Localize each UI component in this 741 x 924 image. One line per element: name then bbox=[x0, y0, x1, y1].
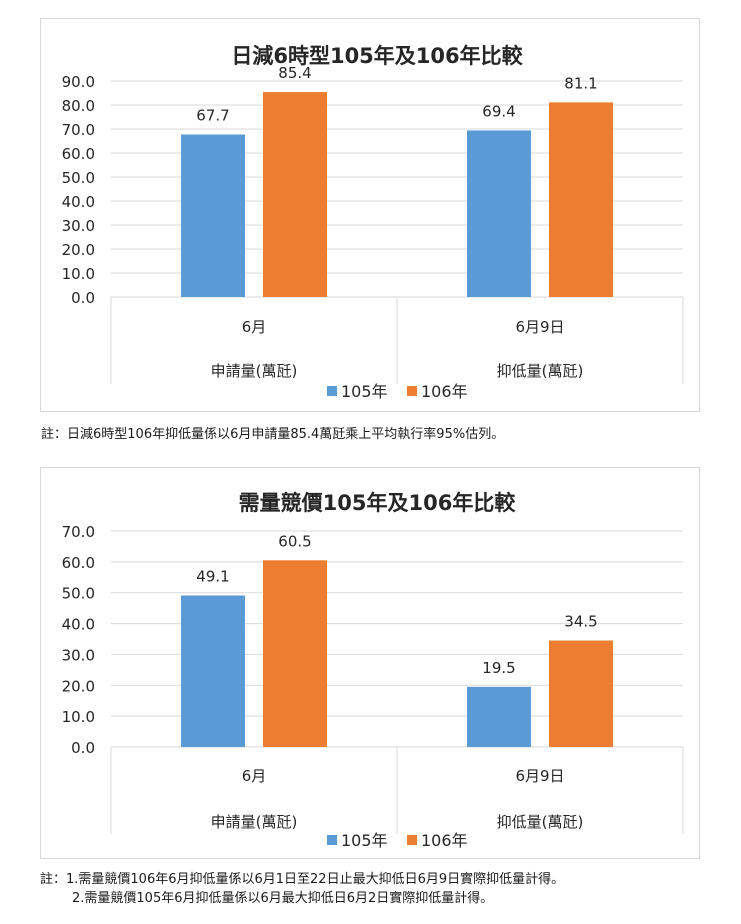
data-label: 67.7 bbox=[196, 107, 229, 125]
legend-label: 105年 bbox=[341, 382, 388, 401]
chart-2-footnote-line-2: 2.需量競價105年6月抑低量係以6月最大抑低日6月2日實際抑低量計得。 bbox=[72, 891, 494, 906]
group-label: 抑低量(萬瓩) bbox=[497, 362, 584, 380]
y-tick-label: 0.0 bbox=[71, 739, 95, 757]
y-tick-label: 70.0 bbox=[62, 121, 95, 139]
y-tick-label: 70.0 bbox=[62, 523, 95, 541]
group-label: 申請量(萬瓩) bbox=[211, 362, 298, 380]
category-label: 6月9日 bbox=[515, 767, 564, 785]
chart-demand-bidding: 需量競價105年及106年比較 0.0 10.0 20.0 30.0 40.0 50.0 60… bbox=[40, 467, 700, 859]
y-tick-label: 20.0 bbox=[62, 241, 95, 259]
bar-106-1 bbox=[549, 102, 613, 297]
legend-swatch-106 bbox=[407, 835, 417, 845]
data-label: 81.1 bbox=[564, 74, 597, 92]
group-label: 抑低量(萬瓩) bbox=[497, 813, 584, 831]
data-label: 49.1 bbox=[196, 567, 229, 585]
y-tick-label: 30.0 bbox=[62, 217, 95, 235]
category-label: 6月 bbox=[242, 767, 267, 785]
legend-swatch-105 bbox=[327, 386, 337, 396]
bar-106-1 bbox=[549, 640, 613, 747]
data-label: 85.4 bbox=[278, 64, 311, 82]
data-label: 34.5 bbox=[564, 613, 597, 631]
data-label: 19.5 bbox=[482, 659, 515, 677]
bar-105-0 bbox=[181, 595, 245, 747]
y-tick-label: 10.0 bbox=[62, 708, 95, 726]
legend-label: 105年 bbox=[341, 831, 388, 850]
y-tick-label: 20.0 bbox=[62, 677, 95, 695]
y-tick-label: 60.0 bbox=[62, 554, 95, 572]
y-tick-label: 50.0 bbox=[62, 169, 95, 187]
y-tick-label: 10.0 bbox=[62, 265, 95, 283]
chart-title: 日減6時型105年及106年比較 bbox=[231, 44, 523, 68]
chart-daily-reduction: 日減6時型105年及106年比較 0.0 10.0 20.0 30.0 40.0 50.0 6… bbox=[40, 18, 700, 412]
data-label: 60.5 bbox=[278, 532, 311, 550]
y-tick-label: 80.0 bbox=[62, 97, 95, 115]
chart-title: 需量競價105年及106年比較 bbox=[239, 491, 517, 515]
legend-label: 106年 bbox=[421, 382, 468, 401]
legend-label: 106年 bbox=[421, 831, 468, 850]
bar-106-0 bbox=[263, 560, 327, 747]
legend-swatch-106 bbox=[407, 386, 417, 396]
y-tick-label: 40.0 bbox=[62, 193, 95, 211]
y-tick-label: 90.0 bbox=[62, 73, 95, 91]
chart-1-footnote: 註：日減6時型106年抑低量係以6月申請量85.4萬瓩乘上平均執行率95%估列。 bbox=[41, 427, 505, 442]
category-label: 6月9日 bbox=[515, 318, 564, 336]
chart-2-footnote-line-1: 註：1.需量競價106年6月抑低量係以6月1日至22日止最大抑低日6月9日實際抑… bbox=[40, 872, 565, 887]
category-label: 6月 bbox=[242, 318, 267, 336]
bar-105-0 bbox=[181, 134, 245, 297]
y-tick-label: 60.0 bbox=[62, 145, 95, 163]
y-tick-label: 50.0 bbox=[62, 585, 95, 603]
y-tick-label: 30.0 bbox=[62, 646, 95, 664]
bar-105-1 bbox=[467, 686, 531, 747]
y-tick-label: 40.0 bbox=[62, 616, 95, 634]
bar-106-0 bbox=[263, 92, 327, 297]
chart-daily-reduction-svg: 日減6時型105年及106年比較 0.0 10.0 20.0 30.0 40.0 50.0 6… bbox=[62, 44, 684, 401]
group-label: 申請量(萬瓩) bbox=[211, 813, 298, 831]
bar-105-1 bbox=[467, 130, 531, 297]
y-tick-label: 0.0 bbox=[71, 289, 95, 307]
legend-swatch-105 bbox=[327, 835, 337, 845]
data-label: 69.4 bbox=[482, 102, 515, 120]
chart-demand-bidding-svg: 需量競價105年及106年比較 0.0 10.0 20.0 30.0 40.0 50.0 60… bbox=[62, 491, 684, 850]
